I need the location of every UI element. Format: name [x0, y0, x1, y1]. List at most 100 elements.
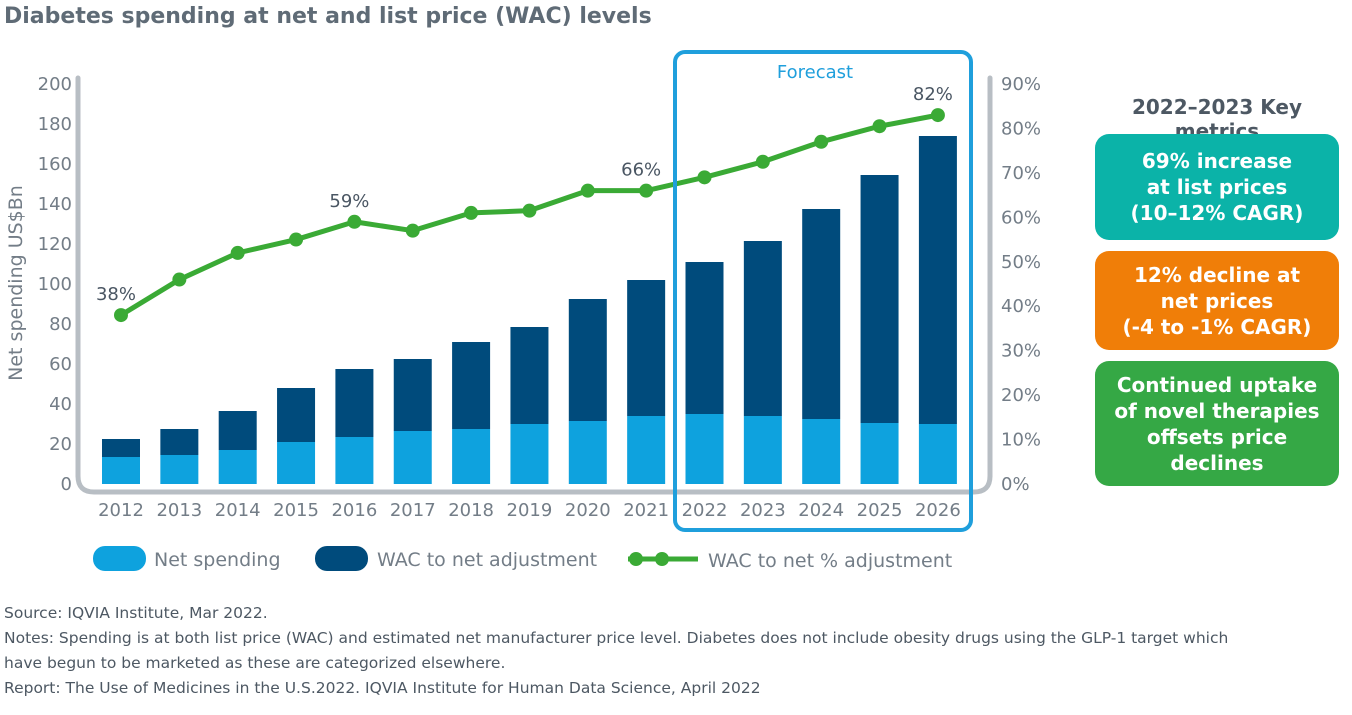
metric-text: net prices	[1160, 288, 1274, 313]
metric-text: (10–12% CAGR)	[1130, 201, 1304, 225]
percent-point	[580, 183, 595, 198]
bar-net-spending	[277, 442, 316, 484]
metric-text: Continued uptake	[1116, 372, 1318, 397]
footer-notes: Source: IQVIA Institute, Mar 2022. Notes…	[4, 601, 1344, 701]
y-tick-label: 60	[49, 354, 72, 375]
legend-swatch-dot-right	[655, 552, 669, 566]
percent-point	[114, 308, 128, 323]
x-tick-label: 2022	[682, 500, 728, 521]
y-tick-label: 40	[49, 394, 72, 415]
y-tick-label: 160	[38, 154, 72, 175]
bar-wac-adjustment	[685, 262, 724, 414]
x-tick-label: 2026	[915, 500, 961, 521]
bar-wac-adjustment	[277, 388, 316, 442]
metric-box-net-price-decline: 12% decline at net prices (-4 to -1% CAGR)	[1095, 251, 1339, 350]
percent-point	[230, 245, 245, 260]
percent-point	[872, 119, 887, 134]
bar-net-spending	[510, 424, 549, 484]
percent-point-label: 66%	[621, 160, 661, 181]
metric-text: at list prices	[1146, 175, 1288, 199]
bar-wac-adjustment	[860, 175, 899, 423]
metric-text: (-4 to -1% CAGR)	[1122, 314, 1312, 339]
bar-wac-adjustment	[802, 209, 841, 419]
metric-text: offsets price	[1146, 424, 1288, 449]
x-tick-label: 2021	[623, 500, 669, 521]
y-tick-label: 100	[38, 274, 72, 295]
y2-tick-label: 10%	[1001, 430, 1041, 451]
percent-point	[522, 203, 537, 218]
forecast-region: Forecast	[673, 50, 973, 532]
x-tick-label: 2024	[798, 500, 844, 521]
y-tick-label: 20	[49, 434, 72, 455]
percent-point	[639, 183, 654, 198]
forecast-box	[673, 50, 973, 532]
percent-point	[289, 232, 304, 247]
bar-net-spending	[393, 431, 432, 484]
bar-wac-adjustment	[627, 280, 666, 416]
bar-net-spending	[918, 424, 957, 484]
x-tick-label: 2016	[331, 500, 377, 521]
axes	[75, 75, 993, 495]
bar-wac-adjustment	[568, 299, 607, 421]
notes-line-1: Notes: Spending is at both list price (W…	[4, 629, 1229, 647]
legend: Net spending WAC to net adjustment WAC t…	[93, 546, 952, 572]
bars	[102, 136, 957, 484]
bar-net-spending	[102, 457, 140, 484]
y2-tick-label: 40%	[1001, 296, 1041, 317]
right-axis-ticks: 0% 10% 20% 30% 40% 50% 60% 70% 80% 90%	[1001, 74, 1041, 495]
y-tick-label: 80	[49, 314, 72, 335]
x-tick-label: 2012	[98, 500, 144, 521]
metric-text: of novel therapies	[1114, 398, 1320, 423]
percent-point	[697, 170, 712, 185]
y2-tick-label: 70%	[1001, 163, 1041, 184]
source-note: Source: IQVIA Institute, Mar 2022.	[4, 604, 268, 622]
bar-wac-adjustment	[743, 241, 782, 416]
chart-title: Diabetes spending at net and list price …	[4, 4, 652, 29]
y2-tick-label: 50%	[1001, 252, 1041, 273]
metric-text: declines	[1170, 450, 1264, 475]
x-tick-label: 2014	[215, 500, 261, 521]
bar-wac-adjustment	[393, 359, 432, 431]
legend-label-net-spending: Net spending	[154, 549, 281, 571]
percent-point-label: 59%	[329, 191, 369, 212]
bar-wac-adjustment	[102, 439, 140, 457]
legend-swatch-wac-adjustment	[315, 546, 368, 571]
legend-label-wac-adjustment: WAC to net adjustment	[377, 549, 597, 571]
bar-net-spending	[627, 416, 666, 484]
legend-swatch-dot-left	[629, 552, 643, 566]
percent-point-label: 38%	[96, 284, 136, 305]
metric-box-novel-therapies: Continued uptake of novel therapies offset…	[1095, 361, 1339, 486]
y-tick-label: 120	[38, 234, 72, 255]
bar-net-spending	[802, 419, 841, 484]
x-axis-line	[75, 475, 993, 495]
left-axis-ticks: 0 20 40 60 80 100 120 140 160 180 200	[38, 74, 72, 495]
bar-wac-adjustment	[452, 342, 491, 429]
y-tick-label: 200	[38, 74, 72, 95]
y2-tick-label: 30%	[1001, 341, 1041, 362]
bar-wac-adjustment	[510, 327, 549, 424]
x-tick-label: 2017	[390, 500, 436, 521]
forecast-label: Forecast	[777, 62, 853, 83]
y2-tick-label: 60%	[1001, 207, 1041, 228]
percent-point	[405, 223, 420, 238]
y-tick-label: 140	[38, 194, 72, 215]
y2-tick-label: 20%	[1001, 385, 1041, 406]
bar-net-spending	[452, 429, 491, 484]
y-tick-label: 180	[38, 114, 72, 135]
x-tick-label: 2019	[507, 500, 553, 521]
x-tick-label: 2023	[740, 500, 786, 521]
legend-label-percent-adjustment: WAC to net % adjustment	[708, 550, 952, 572]
bar-net-spending	[860, 423, 899, 484]
bar-net-spending	[160, 455, 199, 484]
y2-tick-label: 80%	[1001, 118, 1041, 139]
y2-tick-label: 0%	[1001, 474, 1030, 495]
report-note: Report: The Use of Medicines in the U.S.…	[4, 679, 761, 697]
metric-text: 12% decline at	[1133, 262, 1301, 287]
key-metrics-title: 2022–2023 Key metrics	[1131, 95, 1303, 143]
y-tick-label: 0	[61, 474, 72, 495]
bar-wac-adjustment	[218, 411, 257, 450]
bar-net-spending	[218, 450, 257, 484]
percent-line: 38% 59% 66% 82%	[96, 84, 953, 323]
percent-point	[347, 214, 362, 229]
